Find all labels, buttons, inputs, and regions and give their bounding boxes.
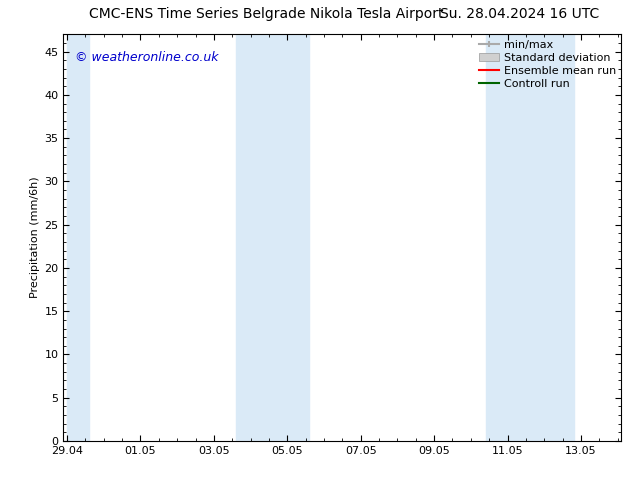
Bar bbox=[236, 34, 309, 441]
Y-axis label: Precipitation (mm/6h): Precipitation (mm/6h) bbox=[30, 177, 40, 298]
Text: Su. 28.04.2024 16 UTC: Su. 28.04.2024 16 UTC bbox=[440, 7, 600, 22]
Bar bbox=[67, 34, 89, 441]
Legend: min/max, Standard deviation, Ensemble mean run, Controll run: min/max, Standard deviation, Ensemble me… bbox=[477, 38, 618, 91]
Text: CMC-ENS Time Series Belgrade Nikola Tesla Airport: CMC-ENS Time Series Belgrade Nikola Tesl… bbox=[89, 7, 444, 22]
Text: © weatheronline.co.uk: © weatheronline.co.uk bbox=[75, 50, 218, 64]
Bar bbox=[486, 34, 574, 441]
